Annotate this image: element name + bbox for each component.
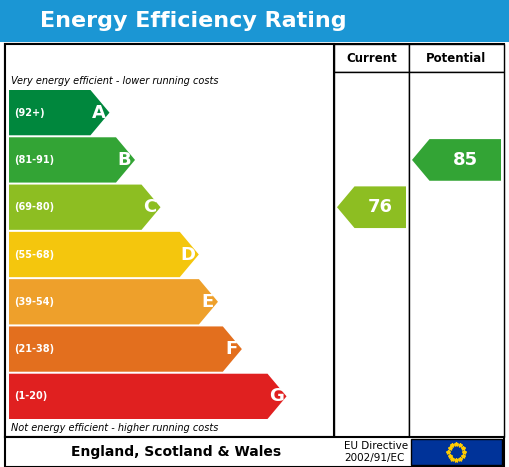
Text: (39-54): (39-54): [14, 297, 54, 307]
Text: B: B: [118, 151, 131, 169]
Text: (55-68): (55-68): [14, 249, 54, 260]
Polygon shape: [337, 186, 406, 228]
Text: (69-80): (69-80): [14, 202, 54, 212]
Bar: [5, 44, 334, 437]
Text: Potential: Potential: [427, 51, 487, 64]
Bar: [334, 72, 409, 437]
Bar: [409, 72, 504, 437]
Bar: [5, 44, 504, 437]
Bar: [0, 0, 509, 42]
Polygon shape: [9, 90, 109, 135]
Text: 85: 85: [453, 151, 478, 169]
Text: F: F: [225, 340, 238, 358]
Text: Energy Efficiency Rating: Energy Efficiency Rating: [40, 11, 347, 31]
Text: 76: 76: [367, 198, 393, 216]
Polygon shape: [9, 374, 287, 419]
Text: (1-20): (1-20): [14, 391, 47, 401]
Bar: [5, 437, 504, 467]
Text: Current: Current: [346, 51, 397, 64]
Text: (21-38): (21-38): [14, 344, 54, 354]
Polygon shape: [9, 326, 242, 372]
Text: C: C: [144, 198, 157, 216]
Text: EU Directive
2002/91/EC: EU Directive 2002/91/EC: [344, 441, 408, 463]
Polygon shape: [412, 139, 501, 181]
Text: D: D: [181, 246, 196, 263]
Polygon shape: [9, 232, 199, 277]
Bar: [334, 44, 409, 72]
Bar: [411, 439, 502, 465]
Text: Not energy efficient - higher running costs: Not energy efficient - higher running co…: [11, 423, 218, 433]
Polygon shape: [9, 184, 160, 230]
Text: (81-91): (81-91): [14, 155, 54, 165]
Text: England, Scotland & Wales: England, Scotland & Wales: [71, 445, 281, 459]
Polygon shape: [9, 279, 218, 325]
Polygon shape: [9, 137, 135, 183]
Text: G: G: [269, 387, 284, 405]
Text: Very energy efficient - lower running costs: Very energy efficient - lower running co…: [11, 76, 218, 86]
Text: E: E: [202, 293, 214, 311]
Text: (92+): (92+): [14, 107, 45, 118]
Text: A: A: [92, 104, 106, 121]
Bar: [409, 44, 504, 72]
